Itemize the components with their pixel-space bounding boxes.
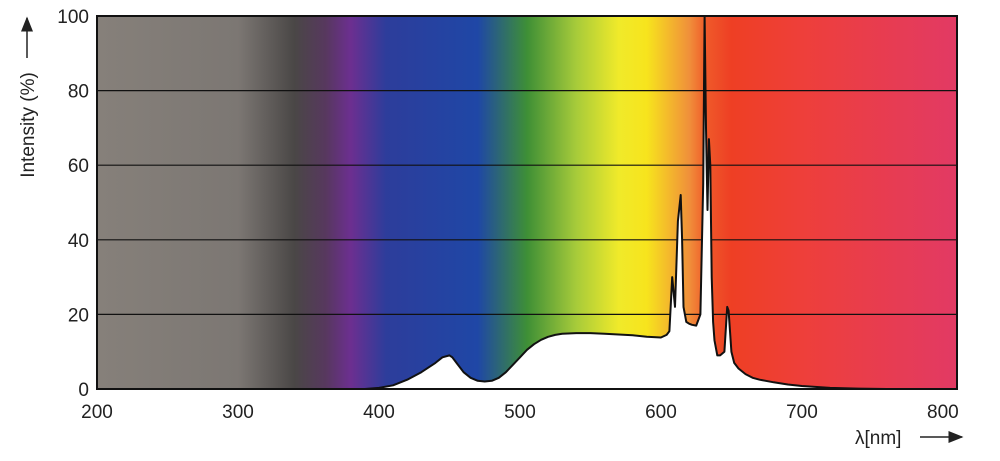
y-tick-label-0: 0 bbox=[78, 380, 89, 401]
y-tick-label-80: 80 bbox=[68, 82, 89, 103]
y-tick-label-100: 100 bbox=[57, 7, 89, 28]
x-axis-label: λ[nm] bbox=[855, 428, 901, 449]
x-axis-label-group: λ[nm] bbox=[855, 428, 964, 449]
plot-frame bbox=[96, 15, 958, 390]
intensity-curve bbox=[342, 15, 930, 390]
x-tick-label-700: 700 bbox=[786, 402, 818, 423]
x-tick-label-800: 800 bbox=[927, 402, 959, 423]
x-tick-label-500: 500 bbox=[504, 402, 536, 423]
spectrum-background bbox=[97, 16, 957, 389]
y-axis-label: Intensity (%) bbox=[18, 72, 39, 178]
x-tick-label-300: 300 bbox=[222, 402, 254, 423]
x-tick-label-600: 600 bbox=[645, 402, 677, 423]
x-axis-ticks: 200 300 400 500 600 700 800 bbox=[81, 402, 959, 423]
grid-lines bbox=[97, 89, 957, 315]
x-tick-label-400: 400 bbox=[363, 402, 395, 423]
y-axis-ticks: 0 20 40 60 80 100 bbox=[57, 7, 89, 401]
y-tick-label-40: 40 bbox=[68, 231, 89, 252]
y-axis-label-group: Intensity (%) bbox=[18, 16, 39, 178]
x-tick-label-200: 200 bbox=[81, 402, 113, 423]
y-tick-label-60: 60 bbox=[68, 156, 89, 177]
y-tick-label-20: 20 bbox=[68, 305, 89, 326]
